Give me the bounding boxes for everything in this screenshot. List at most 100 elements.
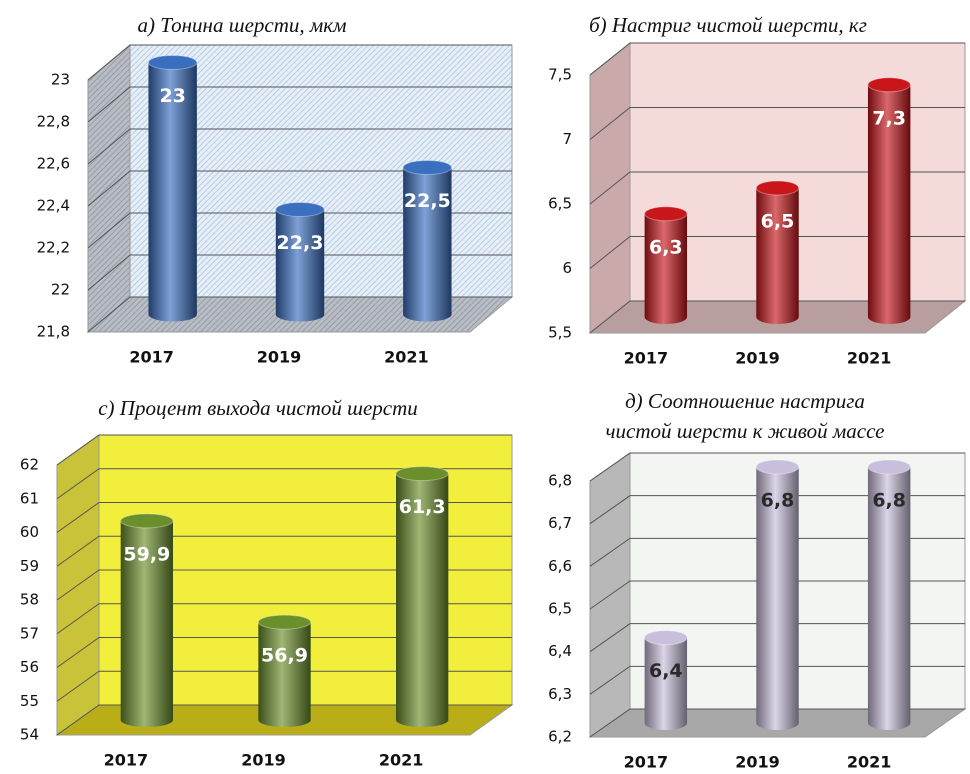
grid-line [56,670,512,702]
grid-line [56,603,512,635]
y-tick-label: 21,8 [37,323,70,341]
bar-cap [755,459,800,475]
bar [120,513,173,727]
bar-cap [755,180,800,196]
grid-line [589,708,965,738]
grid-line [56,704,512,736]
grid-line [589,107,965,140]
chart-title: с) Процент выхода чистой шерсти [98,396,418,420]
bar [258,615,311,727]
y-tick-label: 22,4 [37,197,70,215]
grid-line [87,128,512,165]
chart-title: а) Тонина шерсти, мкм [137,13,346,37]
y-tick-label: 56 [20,658,39,676]
x-tick-label: 2017 [129,348,174,367]
y-tick-label: 5,5 [548,324,572,342]
bar [756,180,799,324]
value-label: 6,8 [872,490,906,512]
y-tick-label: 6 [562,259,572,277]
grid-line [56,637,512,668]
value-label: 6,5 [761,211,795,233]
bar [403,160,452,322]
bar [396,466,449,727]
x-tick-label: 2017 [624,349,669,368]
bar-cap [644,630,688,646]
chart-title: б) Настриг чистой шерсти, кг [589,13,867,37]
grid-line [589,665,965,695]
y-tick-label: 22 [51,281,70,299]
x-tick-label: 2019 [735,349,780,368]
grid-line [589,623,965,653]
x-tick-label: 2019 [241,751,286,770]
y-tick-label: 6,8 [548,472,572,490]
grid-line [56,569,512,601]
value-label: 6,4 [649,660,683,682]
y-tick-label: 61 [20,489,39,507]
grid-line [56,434,512,466]
y-tick-label: 58 [20,591,39,609]
y-tick-label: 6,2 [548,728,572,746]
grid-line [87,86,512,123]
value-label: 56,9 [261,645,308,667]
chart-panel: 21,8 22 22,2 22,4 22,6 22,8 23 а) Тонина шерсти… [37,13,514,367]
y-tick-label: 6,5 [548,195,572,213]
y-tick-label: 7 [562,130,572,148]
bar-cap [147,55,198,70]
grid-line [589,300,965,334]
y-tick-label: 22,2 [37,239,70,257]
grid-line [56,468,512,500]
x-tick-label: 2021 [379,751,424,770]
grid-line [87,296,512,333]
grid-line [87,170,512,207]
grid-line [589,580,965,610]
grid-line [589,495,965,525]
x-tick-label: 2021 [384,348,429,367]
y-tick-label: 6,6 [548,557,572,575]
y-tick-label: 22,8 [37,113,70,131]
y-tick-label: 6,7 [548,514,572,532]
bar [275,202,325,322]
chart-title: д) Соотношение настрига [625,389,865,413]
x-tick-label: 2017 [624,753,669,772]
chart-panel: 54 55 56 57 58 59 60 61 62 с) Процент выхода чист… [20,396,514,770]
y-tick-label: 6,5 [548,600,572,618]
value-label: 22,3 [277,232,324,254]
grid-line [589,42,965,76]
bar-cap [257,614,312,630]
value-label: 7,3 [872,107,906,129]
value-label: 22,5 [404,190,451,212]
bar [867,460,911,730]
y-tick-label: 57 [20,624,39,642]
x-tick-label: 2021 [847,753,892,772]
bar-cap [395,466,449,482]
x-tick-label: 2019 [735,753,780,772]
bar [867,77,911,325]
value-label: 23 [159,85,185,107]
y-tick-label: 7,5 [548,66,572,84]
y-tick-label: 22,6 [37,155,70,173]
bar [644,206,688,324]
y-tick-label: 59 [20,557,39,575]
bar-cap [275,202,325,217]
grid-line [56,502,512,533]
y-tick-label: 54 [20,726,39,744]
grid-line [87,212,512,249]
chart-panel: 6,2 6,3 6,4 6,5 6,6 6,7 6,8 д) Соотношение наст… [548,389,967,772]
grid-line [87,254,512,291]
y-tick-label: 6,4 [548,642,572,660]
x-tick-label: 2021 [847,349,892,368]
bar-cap [644,206,688,222]
grid-line [56,535,512,567]
y-tick-label: 55 [20,692,39,710]
x-tick-label: 2017 [104,751,149,770]
grid-line [589,171,965,205]
grid-line [589,236,965,269]
y-tick-label: 60 [20,523,39,541]
value-label: 6,3 [649,236,683,258]
bar-cap [867,459,911,475]
bar-cap [120,513,174,529]
y-tick-label: 62 [20,456,39,474]
bar [644,630,688,730]
value-label: 6,8 [761,490,795,512]
